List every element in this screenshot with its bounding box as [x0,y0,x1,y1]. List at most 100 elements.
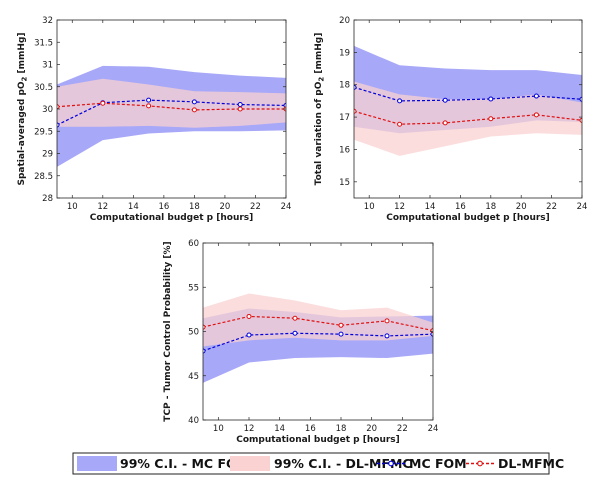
x-tick-label: 24 [281,202,292,212]
x-tick-label: 22 [397,424,408,434]
data-point [442,97,448,103]
x-tick-label: 14 [425,202,436,212]
legend-label: DL-MFMC [498,456,564,471]
data-point [292,330,298,336]
x-tick-label: 24 [428,424,439,434]
axes-frame [353,19,583,199]
y-tick-label: 55 [188,283,199,293]
x-axis-label: Computational budget p [hours] [236,435,400,445]
chart-spatial-averaged-po2: 10 12 14 16 18 20 22 24 28 28.5 29 29.5 30 30.5 31 31.5… [17,16,291,223]
data-point [237,106,243,112]
x-tick-label: 16 [305,424,316,434]
y-tick-label: 45 [188,372,199,382]
data-point [283,102,286,108]
y-tick-label: 32 [42,16,53,26]
x-tick-label: 12 [244,424,255,434]
x-tick-label: 16 [158,202,169,212]
x-tick-label: 20 [366,424,377,434]
series-line [57,99,286,126]
y-tick-label: 50 [188,328,199,338]
data-point [246,313,252,319]
series-line [203,332,433,352]
x-tick-label: 18 [189,202,200,212]
x-tick-label: 14 [128,202,139,212]
data-point [397,98,403,104]
series-line [57,102,286,111]
data-point [292,315,298,321]
x-tick-label: 24 [577,202,588,212]
y-tick-label: 40 [188,416,199,426]
data-point [430,331,433,337]
y-tick-label: 20 [339,16,350,26]
x-tick-label: 22 [546,202,557,212]
data-point [237,102,243,108]
legend-label: 99% C.I. - MC FOM [120,456,249,471]
data-point [57,104,60,110]
legend-label: 99% C.I. - DL-MFMC [274,456,412,471]
y-tick-label: 19 [339,48,350,58]
x-axis-label: Computational budget p [hours] [386,213,550,223]
x-tick-label: 10 [364,202,375,212]
confidence-band [354,81,582,156]
x-tick-label: 12 [394,202,405,212]
data-point [191,107,197,113]
x-axis-label: Computational budget p [hours] [90,213,254,223]
legend-marker [477,460,483,467]
data-point [533,93,539,99]
legend-swatch [77,456,117,471]
data-point [338,322,344,328]
data-point [579,117,582,123]
data-point [246,332,252,338]
data-point [57,122,60,128]
data-point [488,116,494,122]
series-line [354,110,582,125]
data-point [203,348,206,354]
legend-label: MC FOM [409,456,467,471]
chart-total-variation-po2: 10 12 14 16 18 20 22 24151617181920Computationa… [314,16,587,223]
data-point [354,108,357,114]
data-point [384,333,390,339]
confidence-band [57,78,286,128]
data-point [354,84,357,90]
x-tick-label: 18 [336,424,347,434]
y-tick-label: 30 [42,105,53,115]
data-point [146,97,152,103]
y-tick-label: 60 [188,239,199,249]
x-tick-label: 12 [97,202,108,212]
y-axis-label: TCP - Tumor Control Probability [%] [163,241,173,421]
y-axis-label: Total variation of pO2 [mmHg] [314,33,326,186]
data-point [203,324,206,330]
y-tick-label: 28 [42,194,53,204]
y-tick-label: 31 [42,61,53,71]
y-tick-label: 17 [339,113,350,123]
x-tick-label: 18 [485,202,496,212]
legend-marker [388,460,394,467]
y-axis-label: Spatial-averaged pO2 [mmHg] [17,32,29,185]
x-tick-label: 10 [67,202,78,212]
data-point [397,121,403,127]
legend-swatch [230,456,270,471]
y-tick-label: 16 [339,145,350,155]
x-tick-label: 14 [274,424,285,434]
data-point [533,112,539,118]
data-point [442,120,448,126]
plot-area [203,293,433,383]
x-tick-label: 10 [213,424,224,434]
y-tick-label: 30.5 [34,83,53,93]
x-tick-label: 22 [250,202,261,212]
plot-area [57,65,286,167]
data-point [338,331,344,337]
data-point [488,96,494,102]
y-tick-label: 18 [339,81,350,91]
y-tick-label: 15 [339,178,350,188]
series-line [203,315,433,332]
confidence-band [203,293,433,347]
legend-box [72,452,550,475]
x-tick-label: 20 [516,202,527,212]
data-point [384,318,390,324]
y-tick-label: 29 [42,150,53,160]
data-point [579,96,582,102]
